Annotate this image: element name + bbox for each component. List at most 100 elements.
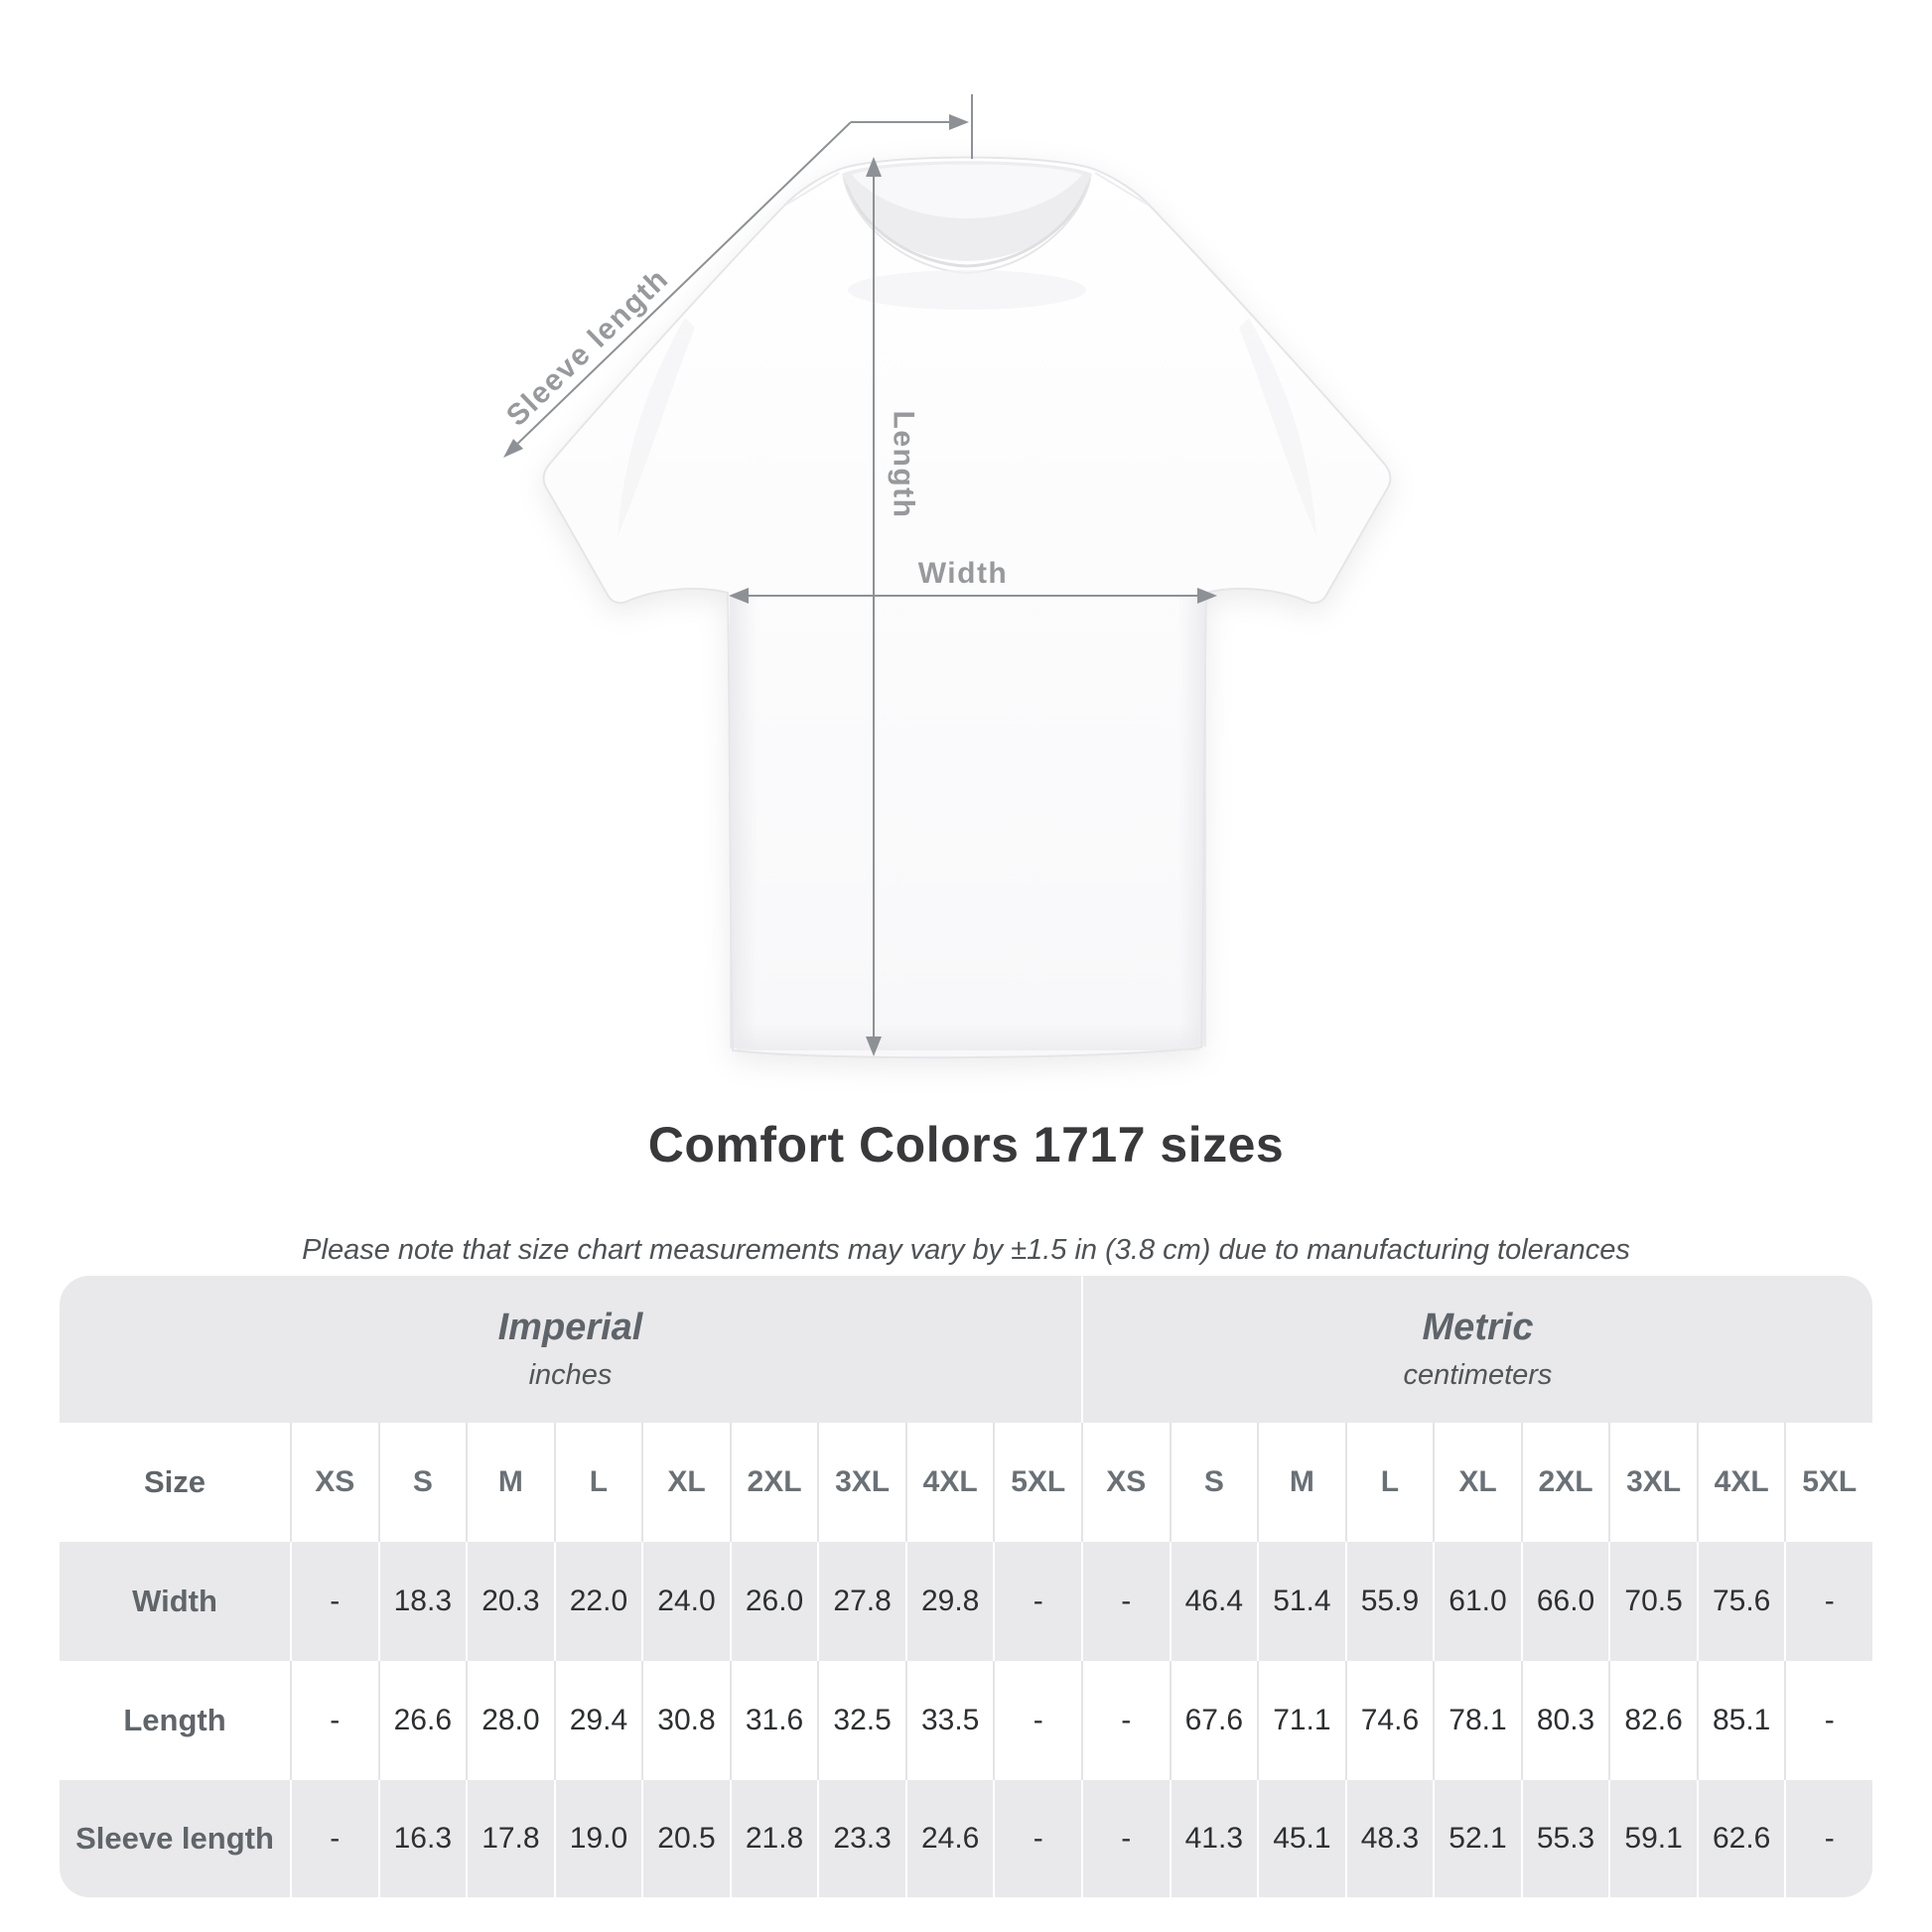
width-label: Width xyxy=(918,557,1009,590)
size-table: Imperial inches Metric centimeters Size … xyxy=(60,1276,1872,1897)
collar-back-inner xyxy=(852,164,1082,218)
arrowhead-right-icon xyxy=(949,114,969,130)
tshirt-graphic: Sleeve length Length Width xyxy=(500,94,1392,1059)
value-cell: 61.0 xyxy=(1433,1542,1521,1661)
value-cell: 75.6 xyxy=(1696,1542,1785,1661)
value-cell: 17.8 xyxy=(466,1780,554,1897)
value-cell: 31.6 xyxy=(729,1661,818,1780)
value-cell: 59.1 xyxy=(1608,1780,1697,1897)
value-cell: 20.3 xyxy=(466,1542,554,1661)
value-cell: 30.8 xyxy=(641,1661,730,1780)
size-header-cell: 3XL xyxy=(1608,1423,1697,1542)
table-row-width: Width - 18.3 20.3 22.0 24.0 26.0 27.8 29… xyxy=(60,1542,1872,1661)
imperial-label: Imperial xyxy=(497,1307,643,1348)
value-cell: 82.6 xyxy=(1608,1661,1697,1780)
imperial-unit-label: inches xyxy=(528,1359,613,1391)
value-cell: 48.3 xyxy=(1344,1780,1434,1897)
value-cell: 85.1 xyxy=(1696,1661,1785,1780)
value-cell: 45.1 xyxy=(1257,1780,1345,1897)
value-cell: 16.3 xyxy=(377,1780,467,1897)
value-cell: 29.8 xyxy=(904,1542,994,1661)
value-cell: 41.3 xyxy=(1169,1780,1258,1897)
value-cell: 26.0 xyxy=(729,1542,818,1661)
size-header-cell: S xyxy=(377,1423,467,1542)
value-cell: - xyxy=(290,1661,378,1780)
value-cell: 51.4 xyxy=(1257,1542,1345,1661)
value-cell: 67.6 xyxy=(1169,1661,1258,1780)
size-header-cell: 4XL xyxy=(1696,1423,1785,1542)
value-cell: 66.0 xyxy=(1520,1542,1609,1661)
value-cell: 18.3 xyxy=(377,1542,467,1661)
arrowhead-left-icon xyxy=(729,588,749,604)
value-cell: 26.6 xyxy=(377,1661,467,1780)
value-cell: 55.9 xyxy=(1344,1542,1434,1661)
value-cell: 22.0 xyxy=(553,1542,642,1661)
value-cell: 71.1 xyxy=(1257,1661,1345,1780)
size-header-cell: 2XL xyxy=(729,1423,818,1542)
tolerance-note: Please note that size chart measurements… xyxy=(302,1234,1630,1266)
value-cell: 32.5 xyxy=(817,1661,905,1780)
value-cell: 55.3 xyxy=(1520,1780,1609,1897)
value-cell: 21.8 xyxy=(729,1780,818,1897)
value-cell: - xyxy=(290,1780,378,1897)
size-header-cell: S xyxy=(1169,1423,1258,1542)
value-cell: 62.6 xyxy=(1696,1780,1785,1897)
value-cell: 19.0 xyxy=(553,1780,642,1897)
size-header-cell: 5XL xyxy=(1784,1423,1872,1542)
size-header-cell: 4XL xyxy=(904,1423,994,1542)
tshirt-silhouette xyxy=(542,156,1392,1059)
value-cell: 24.6 xyxy=(904,1780,994,1897)
value-cell: 23.3 xyxy=(817,1780,905,1897)
value-cell: - xyxy=(1784,1780,1872,1897)
size-header-cell: XL xyxy=(1433,1423,1521,1542)
value-cell: 20.5 xyxy=(641,1780,730,1897)
unit-band: Imperial inches Metric centimeters xyxy=(60,1276,1872,1423)
value-cell: - xyxy=(1784,1661,1872,1780)
value-cell: - xyxy=(993,1542,1081,1661)
size-header-cell: XS xyxy=(1081,1423,1170,1542)
value-cell: 33.5 xyxy=(904,1661,994,1780)
size-header-cell: 2XL xyxy=(1520,1423,1609,1542)
value-cell: 78.1 xyxy=(1433,1661,1521,1780)
tshirt-measurement-diagram: Sleeve length Length Width xyxy=(500,94,1392,1059)
size-header-cell: XS xyxy=(290,1423,378,1542)
value-cell: - xyxy=(993,1661,1081,1780)
value-cell: - xyxy=(1081,1661,1170,1780)
arrowhead-downleft-icon xyxy=(503,439,523,458)
arrowhead-down-icon xyxy=(866,1036,882,1056)
row-label: Length xyxy=(123,1703,226,1737)
value-cell: 28.0 xyxy=(466,1661,554,1780)
table-row-length: Length - 26.6 28.0 29.4 30.8 31.6 32.5 3… xyxy=(60,1661,1872,1780)
value-cell: - xyxy=(993,1780,1081,1897)
value-cell: 46.4 xyxy=(1169,1542,1258,1661)
value-cell: 29.4 xyxy=(553,1661,642,1780)
size-header-cell: L xyxy=(553,1423,642,1542)
value-cell: 52.1 xyxy=(1433,1780,1521,1897)
size-column-header: Size xyxy=(143,1464,207,1499)
value-cell: 74.6 xyxy=(1344,1661,1434,1780)
value-cell: 80.3 xyxy=(1520,1661,1609,1780)
table-row-sleeve-length: Sleeve length - 16.3 17.8 19.0 20.5 21.8… xyxy=(60,1780,1872,1897)
length-label: Length xyxy=(888,411,920,519)
metric-group-header: Metric centimeters xyxy=(1081,1276,1872,1423)
value-cell: - xyxy=(1784,1542,1872,1661)
metric-unit-label: centimeters xyxy=(1403,1359,1553,1391)
size-header-cell: L xyxy=(1344,1423,1434,1542)
size-header-cell: 3XL xyxy=(817,1423,905,1542)
value-cell: 27.8 xyxy=(817,1542,905,1661)
page-title: Comfort Colors 1717 sizes xyxy=(647,1117,1285,1173)
value-cell: - xyxy=(1081,1780,1170,1897)
size-header-row: Size XS S M L XL 2XL 3XL 4XL 5XL XS S M … xyxy=(60,1423,1872,1542)
row-label: Width xyxy=(132,1584,217,1618)
imperial-group-header: Imperial inches xyxy=(60,1276,1081,1423)
size-header-cell: M xyxy=(1257,1423,1345,1542)
value-cell: - xyxy=(1081,1542,1170,1661)
value-cell: 70.5 xyxy=(1608,1542,1697,1661)
arrowhead-up-icon xyxy=(866,157,882,177)
metric-label: Metric xyxy=(1422,1307,1534,1348)
size-header-cell: XL xyxy=(641,1423,730,1542)
value-cell: - xyxy=(290,1542,378,1661)
measurement-lines xyxy=(503,94,1217,1056)
arrowhead-right2-icon xyxy=(1197,588,1217,604)
